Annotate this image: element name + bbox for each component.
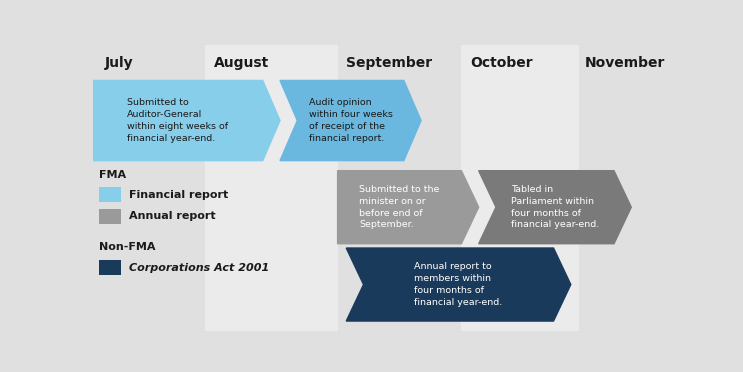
Polygon shape: [93, 80, 280, 161]
Text: September: September: [346, 56, 432, 70]
Text: Submitted to the
minister on or
before end of
September.: Submitted to the minister on or before e…: [360, 185, 440, 230]
Text: Financial report: Financial report: [129, 190, 228, 200]
Text: Annual report: Annual report: [129, 211, 215, 221]
Text: July: July: [104, 56, 133, 70]
Text: November: November: [585, 56, 666, 70]
Bar: [337, 45, 461, 331]
Bar: [99, 260, 120, 275]
Text: Annual report to
members within
four months of
financial year-end.: Annual report to members within four mon…: [415, 262, 503, 307]
Bar: [99, 187, 120, 202]
Polygon shape: [337, 171, 478, 244]
Bar: [580, 45, 669, 331]
Bar: [205, 45, 337, 331]
Text: Corporations Act 2001: Corporations Act 2001: [129, 263, 269, 273]
Polygon shape: [346, 248, 571, 321]
Text: Submitted to
Auditor-General
within eight weeks of
financial year-end.: Submitted to Auditor-General within eigh…: [127, 98, 228, 143]
Text: Tabled in
Parliament within
four months of
financial year-end.: Tabled in Parliament within four months …: [511, 185, 599, 230]
Bar: [99, 209, 120, 224]
Text: FMA: FMA: [99, 170, 126, 180]
Text: August: August: [214, 56, 269, 70]
Bar: [461, 45, 580, 331]
Polygon shape: [280, 80, 421, 161]
Text: Audit opinion
within four weeks
of receipt of the
financial report.: Audit opinion within four weeks of recei…: [308, 98, 392, 143]
Polygon shape: [478, 171, 632, 244]
Bar: [93, 45, 205, 331]
Text: Non-FMA: Non-FMA: [99, 241, 155, 251]
Text: October: October: [470, 56, 533, 70]
